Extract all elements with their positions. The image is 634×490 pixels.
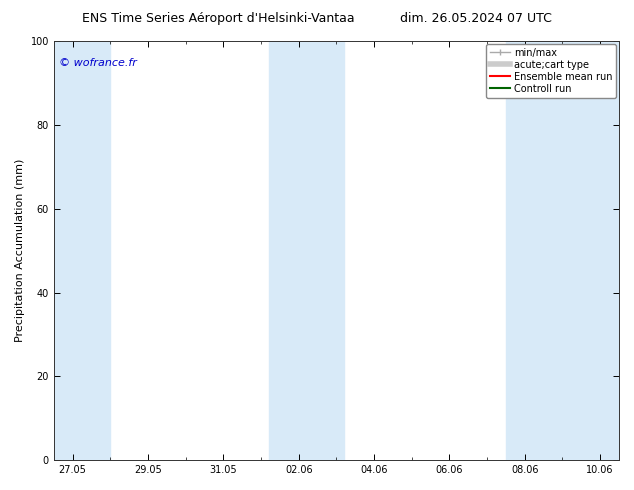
Bar	[269, 41, 344, 460]
Text: ENS Time Series Aéroport d'Helsinki-Vantaa: ENS Time Series Aéroport d'Helsinki-Vant…	[82, 12, 355, 25]
Legend: min/max, acute;cart type, Ensemble mean run, Controll run: min/max, acute;cart type, Ensemble mean …	[486, 44, 616, 98]
Text: dim. 26.05.2024 07 UTC: dim. 26.05.2024 07 UTC	[399, 12, 552, 25]
Y-axis label: Precipitation Accumulation (mm): Precipitation Accumulation (mm)	[15, 159, 25, 343]
Bar	[54, 41, 110, 460]
Text: © wofrance.fr: © wofrance.fr	[60, 58, 138, 68]
Bar	[506, 41, 619, 460]
